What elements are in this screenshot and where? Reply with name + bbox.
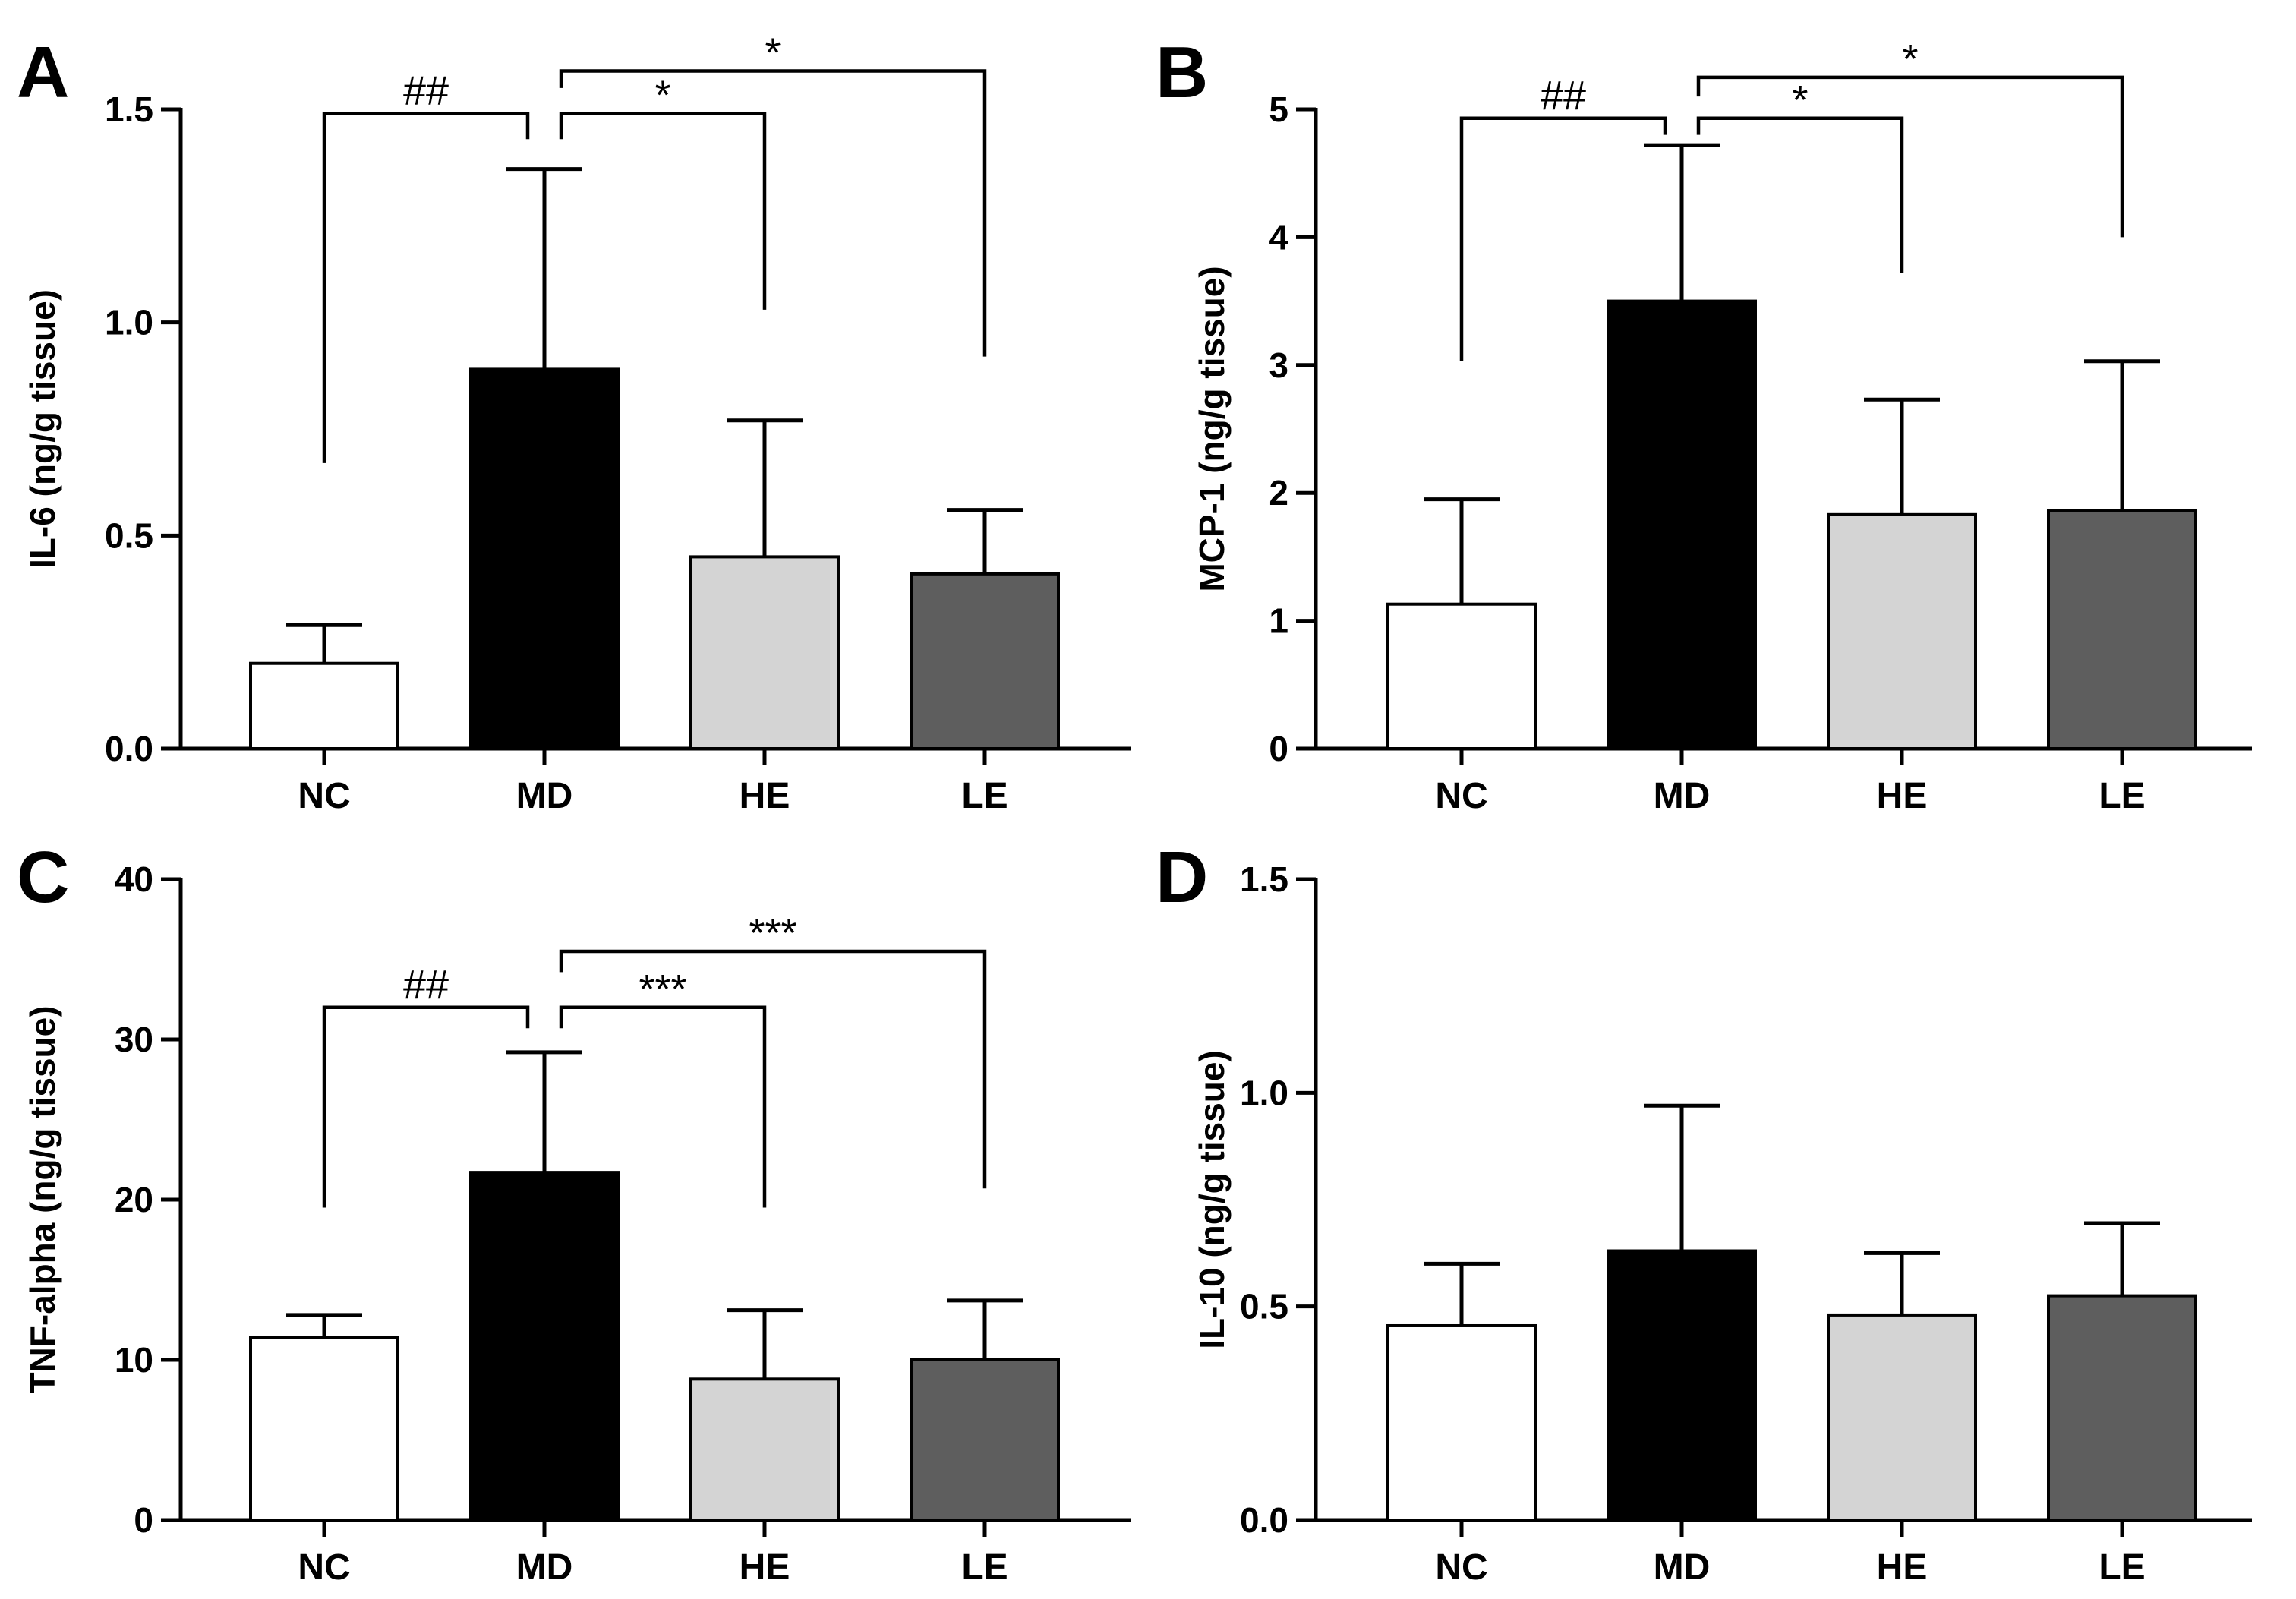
significance-label: * [654,73,670,118]
x-tick-label-nc: NC [1435,776,1487,816]
panel-a-chart: A 0.0 0.5 1.0 1.5 IL-6 (ng/g tissue) NC MD HE LE #… [17,30,1131,816]
y-axis-title: TNF-alpha (ng/g tissue) [23,1005,62,1393]
y-tick-label: 4 [1269,217,1288,257]
y-tick-label: 2 [1269,473,1288,512]
y-axis-title: MCP-1 (ng/g tissue) [1192,266,1232,591]
y-tick-label: 0.0 [105,729,153,768]
y-tick-label: 1.5 [105,90,153,129]
bar-md [469,1171,620,1522]
x-tick-label-le: LE [2099,776,2145,816]
y-tick-label: 0 [1269,729,1288,768]
bar-he [689,555,840,751]
significance-label: ## [1541,73,1586,118]
bar-le [2047,509,2197,750]
x-tick-label-md: MD [1654,1547,1711,1588]
y-tick-label: 3 [1269,345,1288,385]
bar-le [910,572,1060,750]
x-tick-label-he: HE [740,776,790,816]
panel-letter: B [1156,32,1208,113]
bar-md [1607,299,1757,751]
x-tick-label-md: MD [516,776,573,816]
x-tick-label-md: MD [516,1547,573,1588]
significance-bracket [559,1005,767,1208]
x-tick-label-nc: NC [1435,1547,1487,1588]
x-tick-label-le: LE [2099,1547,2145,1588]
y-axis-title: IL-6 (ng/g tissue) [23,289,62,569]
bar-nc [1386,602,1537,751]
significance-bracket [559,949,987,1189]
panel-letter: A [17,32,69,113]
y-tick-label: 1.5 [1240,859,1288,899]
significance-label: * [1902,36,1918,82]
y-tick-label: 1.0 [105,303,153,342]
panel-letter: C [17,837,69,918]
x-tick-label-he: HE [740,1547,790,1588]
bar-md [1607,1249,1757,1522]
bar-md [469,367,620,750]
y-tick-label: 0.0 [1240,1500,1288,1540]
y-tick-label: 30 [115,1020,153,1059]
significance-label: * [1792,77,1808,123]
y-tick-label: 0.5 [1240,1287,1288,1326]
y-tick-label: 40 [115,859,153,899]
y-tick-label: 10 [115,1340,153,1380]
significance-bracket [559,112,767,310]
bar-nc [249,1336,399,1522]
x-tick-label-nc: NC [298,776,350,816]
bar-he [689,1377,840,1522]
x-tick-label-nc: NC [298,1547,350,1588]
x-tick-label-le: LE [961,776,1008,816]
significance-bracket [322,112,530,463]
significance-bracket [1459,116,1667,361]
significance-bracket [322,1005,530,1208]
y-axis-title: IL-10 (ng/g tissue) [1192,1050,1232,1349]
bar-le [2047,1294,2197,1522]
y-tick-label: 5 [1269,90,1288,129]
y-tick-label: 0.5 [105,516,153,555]
panel-b-chart: B 0 1 2 3 4 5 MCP-1 (ng/g tissue) NC MD HE LE ## * * [1156,32,2252,816]
y-tick-label: 0 [134,1500,153,1540]
x-tick-label-md: MD [1654,776,1711,816]
panel-letter: D [1156,837,1208,918]
y-tick-label: 1.0 [1240,1073,1288,1112]
bar-le [910,1358,1060,1522]
significance-label: * [765,30,781,75]
bar-he [1827,512,1977,750]
bar-nc [249,661,399,751]
y-tick-label: 1 [1269,601,1288,641]
significance-bracket [1696,116,1904,273]
x-tick-label-he: HE [1877,1547,1928,1588]
significance-label: ## [403,68,449,114]
panel-c-chart: C 0 10 20 30 40 TNF-alpha (ng/g tissue) NC MD HE L… [17,837,1131,1588]
bar-he [1827,1313,1977,1522]
significance-bracket [559,69,987,357]
y-tick-label: 20 [115,1180,153,1219]
bar-nc [1386,1323,1537,1522]
panel-d-chart: D 0.0 0.5 1.0 1.5 IL-10 (ng/g tissue) NC MD HE LE [1156,837,2252,1588]
significance-bracket [1696,75,2124,238]
significance-label: *** [639,967,686,1012]
significance-label: *** [749,910,796,956]
x-tick-label-he: HE [1877,776,1928,816]
x-tick-label-le: LE [961,1547,1008,1588]
significance-label: ## [403,962,449,1008]
